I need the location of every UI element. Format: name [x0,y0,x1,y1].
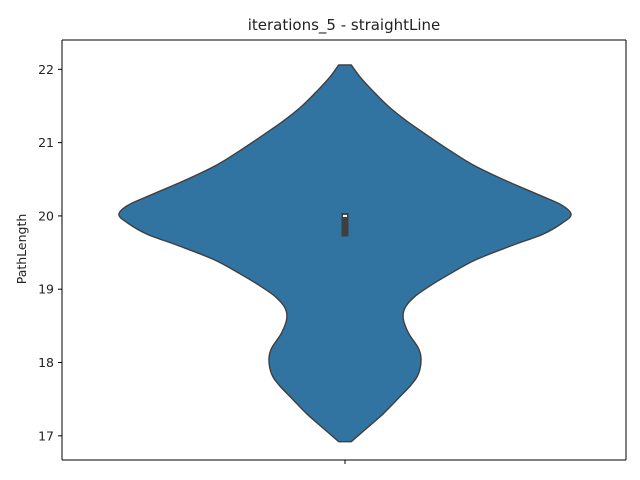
violin-median-marker [343,214,347,217]
y-tick-label: 21 [38,135,54,150]
y-tick-label: 17 [38,428,54,443]
violin-iqr-box [341,212,349,237]
violin-body [118,64,572,443]
chart-title: iterations_5 - straightLine [248,16,441,35]
plot-area: 17 18 19 20 21 22 [38,39,627,464]
y-tick-label: 19 [38,282,54,297]
y-tick-label: 18 [38,355,54,370]
y-tick-label: 22 [38,62,54,77]
y-tick-label: 20 [38,208,54,223]
y-axis-label: PathLength [14,214,29,285]
